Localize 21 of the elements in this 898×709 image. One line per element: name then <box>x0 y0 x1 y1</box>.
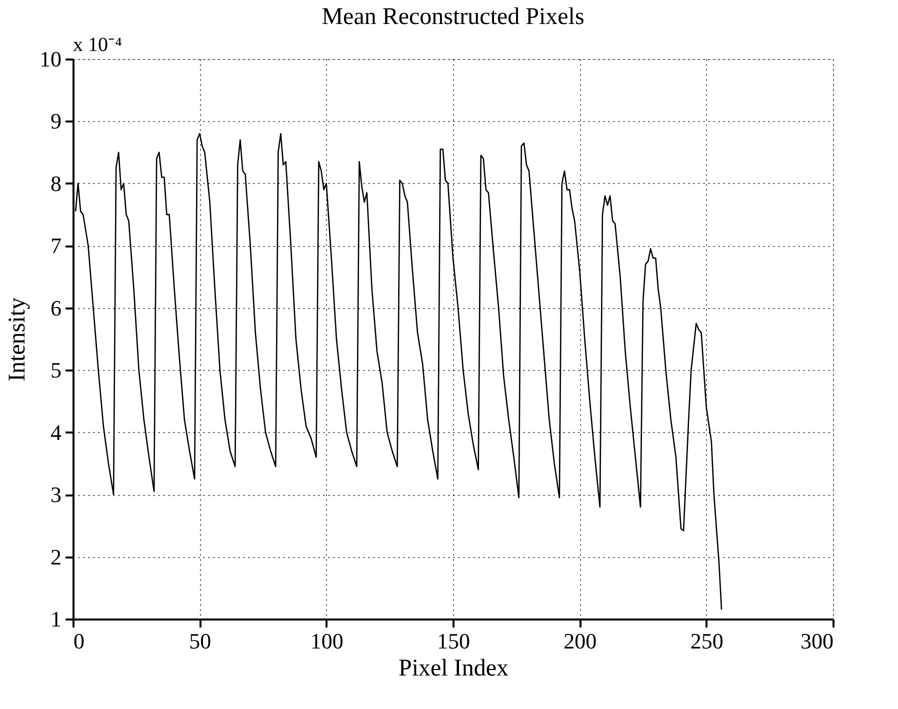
y-tick-label: 10 <box>40 46 62 72</box>
y-tick-label: 7 <box>50 233 62 258</box>
x-axis-title: Pixel Index <box>398 656 508 682</box>
y-tick-label: 2 <box>50 544 62 570</box>
y-tick-label: 3 <box>50 482 62 508</box>
chart-title: Mean Reconstructed Pixels <box>322 4 584 30</box>
x-tick-label: 50 <box>189 628 212 654</box>
x-tick-label: 150 <box>437 628 470 654</box>
x-tick-label: 300 <box>800 628 834 654</box>
y-tick-label: 5 <box>50 358 62 383</box>
x-tick-label: 200 <box>564 628 597 654</box>
y-axis-title: Intensity <box>4 298 30 382</box>
x-tick-label: 100 <box>310 628 344 654</box>
y-tick-label: 6 <box>50 295 62 320</box>
y-tick-label: 8 <box>50 170 62 196</box>
y-tick-label: 4 <box>50 420 62 445</box>
x-tick-label: 250 <box>690 628 724 654</box>
y-tick-label: 1 <box>50 606 62 632</box>
x-tick-label: 0 <box>74 628 84 654</box>
y-tick-label: 9 <box>50 108 62 134</box>
text: x 10⁻⁴ <box>73 34 122 56</box>
